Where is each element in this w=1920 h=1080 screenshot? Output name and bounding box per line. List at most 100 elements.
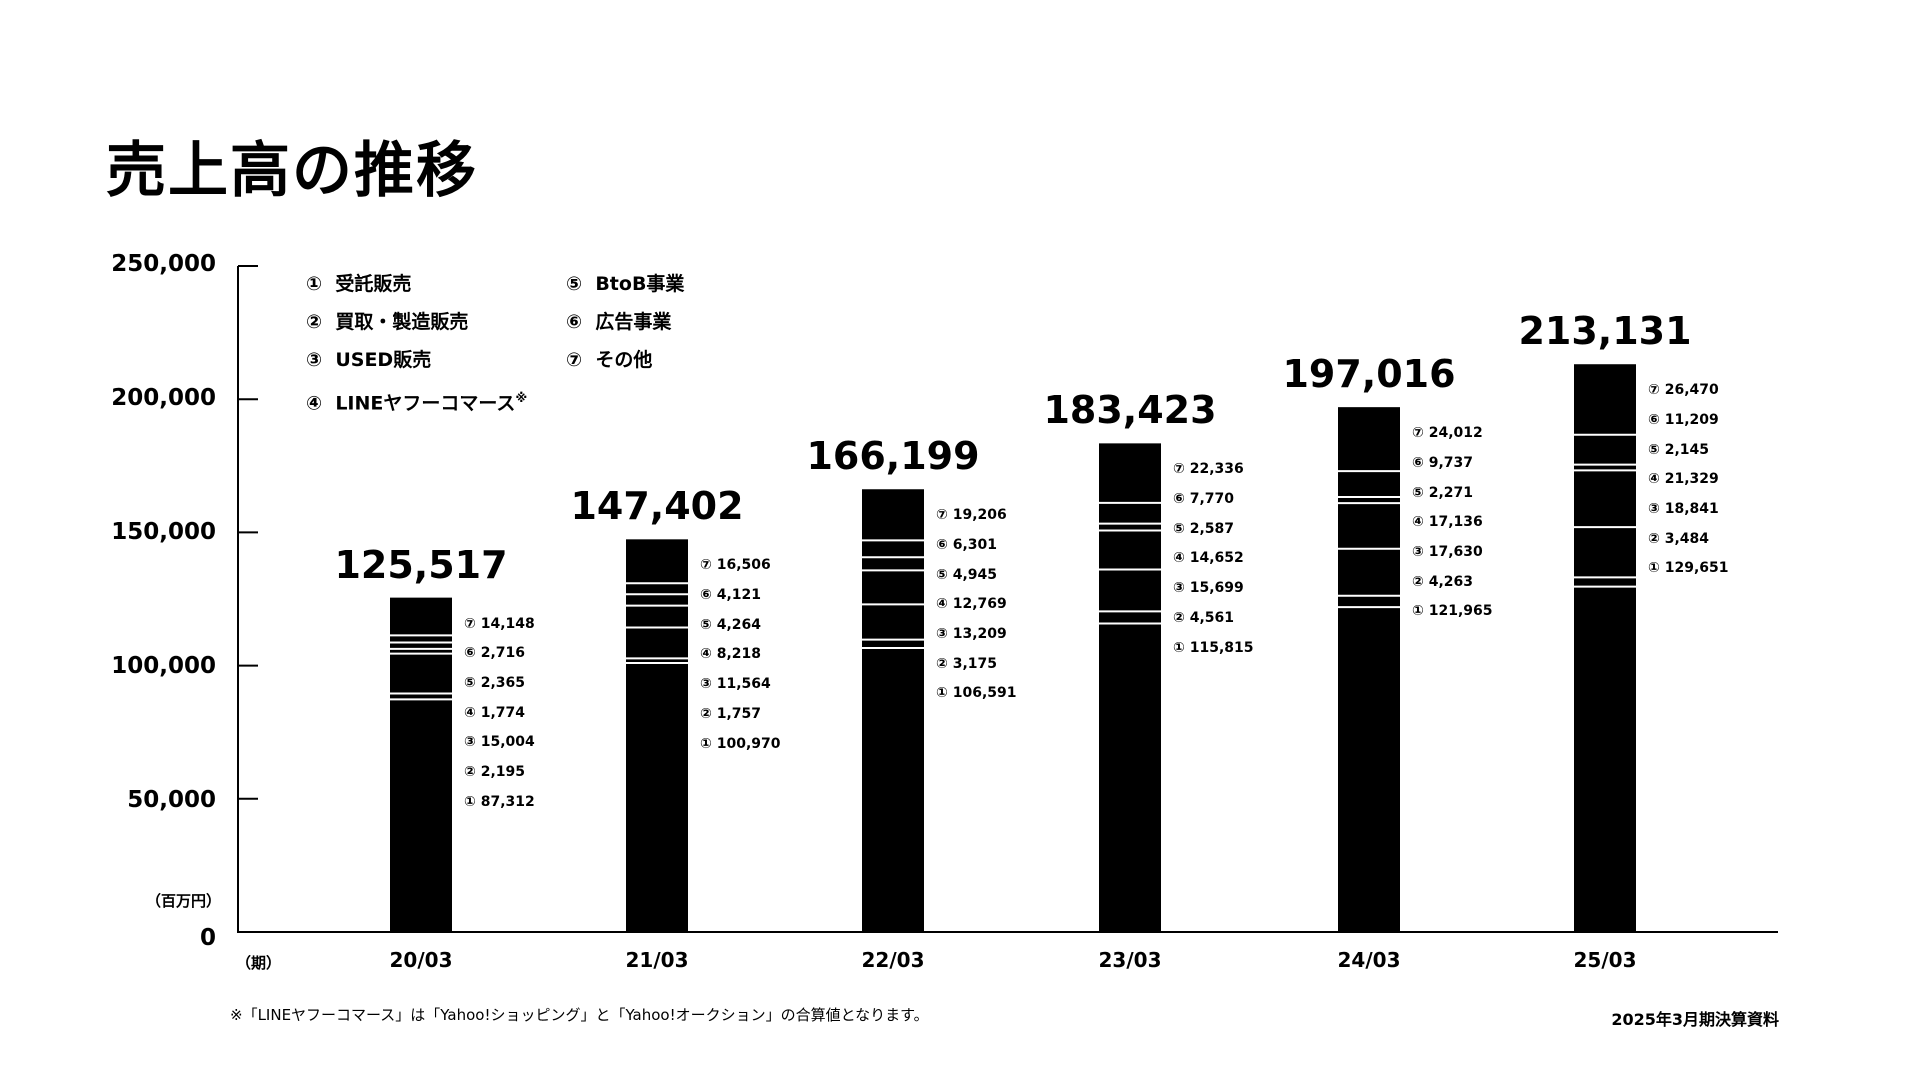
- y-tick-100000: 100,000: [111, 653, 216, 679]
- segment-value-3: ③ 15,699: [1173, 580, 1244, 597]
- segment-value-2: ② 4,263: [1412, 573, 1474, 590]
- segment-value-1: ① 106,591: [936, 685, 1017, 702]
- bar-segment-5-24-03: [1338, 497, 1400, 504]
- bar-segment-1-25-03: [1574, 586, 1636, 932]
- segment-values-21-03: ⑦ 16,506 ⑥ 4,121 ⑤ 4,264 ④ 8,218 ③ 11,564 ② 1…: [700, 551, 781, 759]
- legend-item-3: ③ USED販売: [306, 349, 432, 371]
- bar-segment-5-23-03: [1099, 523, 1161, 531]
- bar-segment-1-21-03: [626, 663, 688, 932]
- legend-item-2: ② 買取・製造販売: [306, 311, 469, 333]
- segment-value-3: ③ 11,564: [700, 676, 771, 693]
- segment-value-2: ② 4,561: [1173, 609, 1235, 626]
- segment-value-1: ① 100,970: [700, 735, 781, 752]
- segment-value-5: ⑤ 2,365: [464, 675, 526, 692]
- bar-segment-3-23-03: [1099, 569, 1161, 612]
- bar-segment-7-22-03: [862, 489, 924, 541]
- x-tick-20-03: 20/03: [389, 948, 453, 972]
- bar-segment-5-22-03: [862, 557, 924, 571]
- segment-value-4: ④ 12,769: [936, 596, 1007, 613]
- segment-value-2: ② 2,195: [464, 764, 526, 781]
- segment-values-25-03: ⑦ 26,470 ⑥ 11,209 ⑤ 2,145 ④ 21,329 ③ 18,841 ②…: [1648, 376, 1729, 584]
- segment-value-6: ⑥ 4,121: [700, 587, 762, 604]
- total-label-24-03: 197,016: [1282, 352, 1456, 397]
- y-tick-150000: 150,000: [111, 519, 216, 545]
- legend-right: ⑤ BtoB事業 ⑥ 広告事業 ⑦ その他: [566, 265, 684, 379]
- bar-segment-6-25-03: [1574, 434, 1636, 465]
- x-tick-23-03: 23/03: [1098, 948, 1162, 972]
- bar-segment-4-22-03: [862, 570, 924, 605]
- x-tick-21-03: 21/03: [625, 948, 689, 972]
- bar-segment-1-24-03: [1338, 607, 1400, 932]
- segment-value-7: ⑦ 19,206: [936, 507, 1007, 524]
- total-label-25-03: 213,131: [1518, 309, 1692, 354]
- bar-segment-2-23-03: [1099, 611, 1161, 624]
- segment-value-7: ⑦ 16,506: [700, 557, 771, 574]
- total-label-23-03: 183,423: [1043, 388, 1217, 433]
- segment-value-7: ⑦ 14,148: [464, 615, 535, 632]
- bar-segment-1-23-03: [1099, 623, 1161, 932]
- y-tick-50000: 50,000: [127, 787, 216, 813]
- segment-value-1: ① 87,312: [464, 793, 535, 810]
- y-tick-250000: 250,000: [111, 251, 216, 277]
- bar-segment-5-21-03: [626, 594, 688, 606]
- segment-value-1: ① 121,965: [1412, 603, 1493, 620]
- bar-segment-7-24-03: [1338, 407, 1400, 472]
- segment-value-3: ③ 15,004: [464, 734, 535, 751]
- legend-item-5: ⑤ BtoB事業: [566, 273, 685, 295]
- x-tick-24-03: 24/03: [1337, 948, 1401, 972]
- segment-value-5: ⑤ 2,145: [1648, 441, 1710, 458]
- segment-value-7: ⑦ 24,012: [1412, 425, 1483, 442]
- segment-value-2: ② 3,175: [936, 655, 998, 672]
- segment-values-20-03: ⑦ 14,148 ⑥ 2,716 ⑤ 2,365 ④ 1,774 ③ 15,004 ② 2…: [464, 610, 535, 818]
- segment-values-23-03: ⑦ 22,336 ⑥ 7,770 ⑤ 2,587 ④ 14,652 ③ 15,699 ② …: [1173, 455, 1254, 663]
- legend-item-1: ① 受託販売: [306, 273, 412, 295]
- bar-segment-3-25-03: [1574, 527, 1636, 578]
- segment-value-4: ④ 17,136: [1412, 514, 1483, 531]
- segment-value-6: ⑥ 11,209: [1648, 411, 1719, 428]
- bar-segment-1-22-03: [862, 648, 924, 932]
- segment-value-4: ④ 14,652: [1173, 550, 1244, 567]
- bar-segment-3-20-03: [390, 653, 452, 694]
- segment-value-4: ④ 21,329: [1648, 471, 1719, 488]
- legend-note-mark: ※: [515, 391, 528, 405]
- bar-segment-7-21-03: [626, 539, 688, 584]
- total-label-20-03: 125,517: [334, 542, 508, 587]
- bar-segment-2-22-03: [862, 639, 924, 649]
- segment-value-2: ② 3,484: [1648, 530, 1710, 547]
- x-tick-25-03: 25/03: [1573, 948, 1637, 972]
- segment-value-3: ③ 18,841: [1648, 501, 1719, 518]
- segment-value-5: ⑤ 2,271: [1412, 484, 1474, 501]
- bar-segment-6-22-03: [862, 540, 924, 558]
- bar-segment-3-24-03: [1338, 548, 1400, 596]
- bar-segment-5-20-03: [390, 642, 452, 649]
- segment-value-2: ② 1,757: [700, 705, 762, 722]
- segment-value-5: ⑤ 4,264: [700, 616, 762, 633]
- bar-segment-2-20-03: [390, 693, 452, 700]
- segment-value-7: ⑦ 26,470: [1648, 382, 1719, 399]
- bar-segment-7-25-03: [1574, 364, 1636, 435]
- legend-item-7: ⑦ その他: [566, 349, 653, 371]
- bar-segment-6-20-03: [390, 635, 452, 643]
- segment-value-5: ⑤ 2,587: [1173, 520, 1235, 537]
- bar-segment-3-22-03: [862, 604, 924, 640]
- segment-value-5: ⑤ 4,945: [936, 566, 998, 583]
- bar-segment-7-20-03: [390, 597, 452, 636]
- y-tick-200000: 200,000: [111, 385, 216, 411]
- bar-segment-6-21-03: [626, 583, 688, 595]
- bar-segment-2-21-03: [626, 658, 688, 664]
- legend-item-6: ⑥ 広告事業: [566, 311, 672, 333]
- segment-value-4: ④ 8,218: [700, 646, 762, 663]
- source-label: 2025年3月期決算資料: [1611, 1010, 1779, 1029]
- segment-value-3: ③ 13,209: [936, 626, 1007, 643]
- segment-value-6: ⑥ 6,301: [936, 536, 998, 553]
- y-axis-unit: （百万円）: [146, 892, 222, 910]
- bar-segment-3-21-03: [626, 627, 688, 659]
- segment-value-3: ③ 17,630: [1412, 543, 1483, 560]
- legend-item-4: ④ LINEヤフーコマース※: [306, 391, 528, 415]
- segment-values-24-03: ⑦ 24,012 ⑥ 9,737 ⑤ 2,271 ④ 17,136 ③ 17,630 ② …: [1412, 419, 1493, 627]
- bar-segment-4-24-03: [1338, 503, 1400, 549]
- total-label-22-03: 166,199: [806, 434, 980, 479]
- segment-value-6: ⑥ 2,716: [464, 645, 526, 662]
- segment-value-1: ① 129,651: [1648, 560, 1729, 577]
